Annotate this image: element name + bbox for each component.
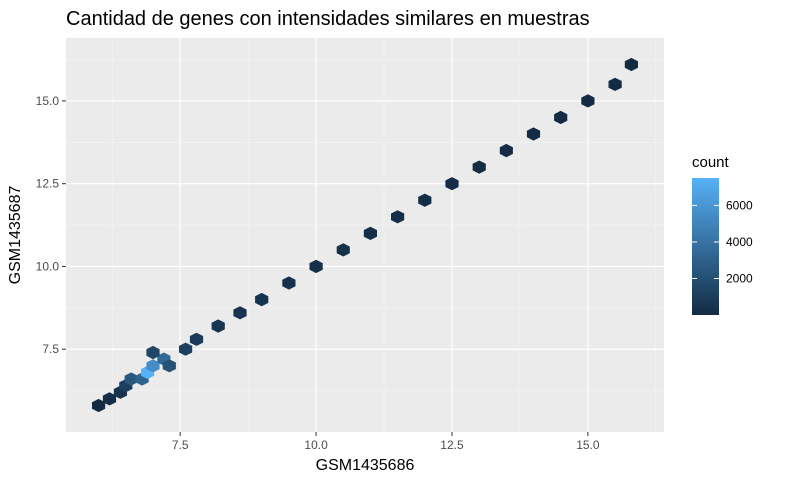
- x-tick-label: 7.5: [172, 438, 189, 452]
- hexbin-cell: [363, 226, 377, 240]
- hexbin-cell: [391, 210, 405, 224]
- y-tick-label: 7.5: [42, 342, 59, 356]
- hexbin-cell: [124, 372, 138, 386]
- hexbin-cell: [445, 177, 459, 191]
- legend-label: 4000: [726, 235, 753, 249]
- hexbin-cell: [336, 243, 350, 257]
- hexbin-cell: [418, 193, 432, 207]
- hexbin-cell: [146, 345, 160, 360]
- hexbin-cell: [179, 342, 193, 356]
- hexbin-layer: [92, 57, 638, 413]
- x-tick-label: 15.0: [576, 438, 600, 452]
- legend-colorbar: [692, 178, 719, 315]
- legend-ticks: 2000 4000 6000: [692, 198, 753, 285]
- hexbin-cell: [309, 259, 323, 274]
- legend-label: 6000: [726, 198, 753, 212]
- hexbin-cell: [581, 94, 595, 108]
- y-tick-label: 10.0: [36, 259, 60, 273]
- legend-title: count: [692, 154, 730, 171]
- hexbin-cell: [472, 160, 486, 174]
- hexbin-cell: [282, 276, 296, 290]
- hexbin-cell: [189, 332, 204, 346]
- chart-title: Cantidad de genes con intensidades simil…: [66, 8, 590, 30]
- hexbin-cell: [92, 398, 106, 413]
- axes: 7.5 10.0 12.5 15.0 7.5 10.0 12.5 15.0: [36, 94, 600, 452]
- y-tick-label: 15.0: [36, 94, 60, 108]
- hexbin-cell: [608, 77, 622, 91]
- legend: count 2000 4000 6000: [692, 154, 753, 315]
- x-tick-label: 10.0: [304, 438, 328, 452]
- x-axis-title: GSM1435686: [316, 457, 415, 474]
- y-tick-label: 12.5: [36, 177, 60, 191]
- y-axis-title: GSM1435687: [7, 186, 24, 285]
- hexbin-cell: [526, 127, 541, 141]
- hexbin-cell: [624, 57, 638, 72]
- hexbin-cell: [255, 292, 269, 307]
- hexbin-cell: [499, 143, 513, 158]
- legend-label: 2000: [726, 271, 753, 285]
- grid-lines: [66, 38, 664, 432]
- hexbin-cell: [211, 319, 225, 333]
- hexbin-cell: [162, 359, 176, 373]
- hexbin-cell: [146, 359, 160, 373]
- hexbin-cell: [554, 110, 568, 125]
- x-tick-label: 12.5: [440, 438, 464, 452]
- hexbin-cell: [233, 306, 247, 320]
- hexbin-cell: [102, 392, 117, 406]
